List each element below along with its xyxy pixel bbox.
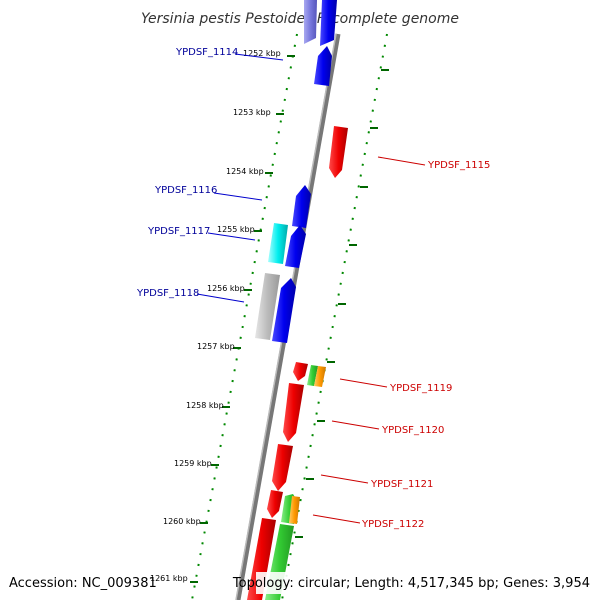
gene-arrow[interactable] [314, 366, 326, 387]
leader-line [377, 156, 426, 166]
gene-label[interactable]: YPDSF_1118 [136, 288, 199, 299]
ruler-label: 1255 kbp [217, 225, 255, 234]
ruler-label: 1257 kbp [197, 342, 235, 351]
ruler-label: 1254 kbp [226, 167, 264, 176]
gene-arrow[interactable] [320, 0, 337, 46]
gene-label[interactable]: YPDSF_1115 [427, 160, 490, 171]
topology-text: Topology: circular; Length: 4,517,345 bp… [232, 576, 590, 591]
gene-arrow[interactable] [272, 444, 293, 491]
gene-arrow[interactable] [292, 185, 311, 228]
ruler-label: 1260 kbp [163, 517, 201, 526]
leader-line [312, 514, 361, 524]
ruler-label: 1256 kbp [207, 284, 245, 293]
gene-arrow[interactable] [272, 278, 296, 343]
gene-arrow[interactable] [268, 223, 288, 264]
gene-arrow[interactable] [267, 490, 283, 518]
gene-arrow[interactable] [329, 126, 348, 178]
gene-arrow[interactable] [247, 518, 276, 600]
forward-genes [255, 0, 337, 343]
outer-ruler-ticks [295, 69, 389, 538]
map-title: Yersinia pestis Pestoides F, complete ge… [141, 11, 459, 27]
leader-line [207, 232, 256, 241]
forward-gene-labels: YPDSF_1114 YPDSF_1116 YPDSF_1117 YPDSF_1… [136, 47, 284, 303]
gene-label[interactable]: YPDSF_1117 [147, 226, 210, 237]
ruler-label: 1258 kbp [186, 401, 224, 410]
gene-label[interactable]: YPDSF_1121 [370, 479, 433, 490]
gene-label[interactable]: YPDSF_1120 [381, 425, 444, 436]
leader-line [339, 378, 388, 388]
ruler-labels: 1252 kbp 1253 kbp 1254 kbp 1255 kbp 1256… [150, 49, 281, 583]
inner-ruler-track [191, 33, 298, 600]
ruler-label: 1253 kbp [233, 108, 271, 117]
gene-arrow[interactable] [255, 273, 280, 340]
gene-label[interactable]: YPDSF_1119 [389, 383, 452, 394]
gene-label[interactable]: YPDSF_1114 [175, 47, 238, 58]
gene-arrow[interactable] [285, 225, 306, 268]
gene-arrow[interactable] [283, 383, 304, 442]
ruler-label: 1259 kbp [174, 459, 212, 468]
leader-line [196, 293, 245, 303]
reverse-gene-labels: YPDSF_1115 YPDSF_1119 YPDSF_1120 YPDSF_1… [312, 156, 490, 530]
gene-arrow[interactable] [289, 496, 300, 524]
topology-background [256, 572, 596, 594]
gene-arrow[interactable] [314, 46, 332, 86]
leader-line [213, 192, 263, 201]
gene-arrow[interactable] [293, 362, 308, 381]
inner-ruler-ticks [190, 55, 295, 583]
leader-line [320, 474, 369, 484]
gene-label[interactable]: YPDSF_1122 [361, 519, 424, 530]
leader-line [234, 53, 284, 61]
gene-arrow[interactable] [304, 0, 317, 44]
accession-text: Accession: NC_009381 [9, 576, 157, 591]
ruler-label: 1261 kbp [150, 574, 188, 583]
outer-ruler-track [281, 33, 388, 600]
gene-label[interactable]: YPDSF_1116 [154, 185, 217, 196]
leader-line [331, 420, 380, 430]
gene-arrow[interactable] [307, 365, 318, 386]
ruler-label: 1252 kbp [243, 49, 281, 58]
